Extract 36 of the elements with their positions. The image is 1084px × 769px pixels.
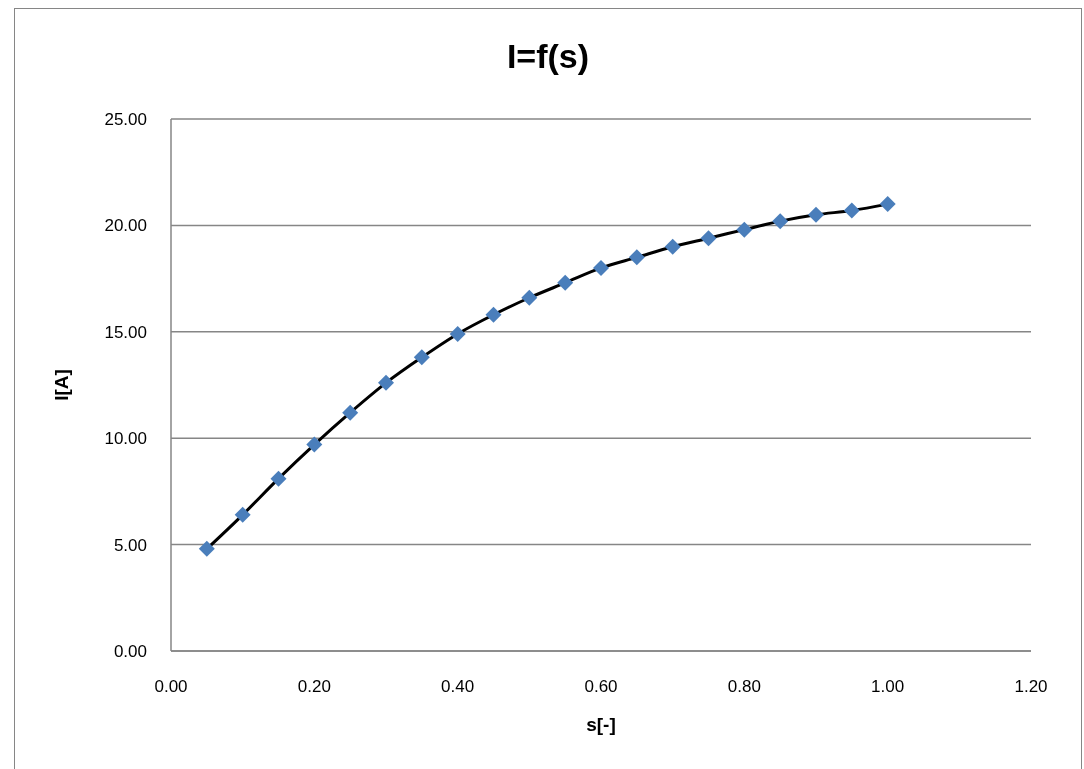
point [593,259,609,276]
point [700,230,717,247]
point [843,202,860,219]
point [485,306,502,323]
point [306,436,323,453]
x-axis-title: s[-] [585,713,617,737]
x-tick-label: 0.00 [154,677,188,697]
point [879,196,896,213]
point [772,213,789,230]
point [736,221,753,238]
point [198,540,215,557]
point [342,404,359,421]
point [664,238,681,255]
y-tick-label: 20.00 [104,216,147,236]
point [557,274,574,291]
x-tick-label: 1.20 [1014,677,1048,697]
point [378,374,394,391]
y-axis-title: I[A] [50,368,73,403]
point [521,289,538,306]
point [413,349,430,366]
y-tick-label: 0.00 [113,642,147,662]
x-tick-label: 0.40 [441,677,475,697]
point [234,506,251,523]
point [449,325,466,342]
x-tick-label: 1.00 [871,677,905,697]
point [808,206,824,223]
y-tick-label: 5.00 [113,535,147,555]
point [270,470,287,487]
y-tick-label: 10.00 [104,429,147,449]
y-tick-label: 15.00 [104,322,147,342]
x-tick-label: 0.20 [297,677,331,697]
x-tick-label: 0.80 [727,677,761,697]
x-tick-label: 0.60 [584,677,618,697]
point [628,249,645,266]
y-tick-label: 25.00 [104,110,147,130]
chart-title: I=f(s) [505,36,591,77]
